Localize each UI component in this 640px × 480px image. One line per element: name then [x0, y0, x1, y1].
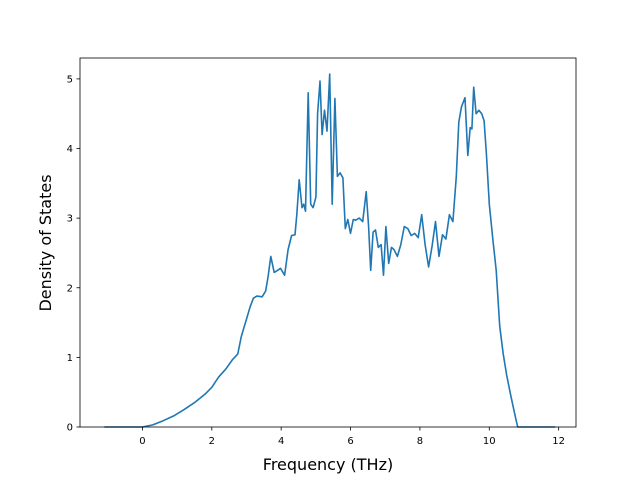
y-tick-label: 4 [67, 144, 73, 155]
y-tick-label: 5 [67, 74, 73, 85]
x-tick-label: 6 [347, 436, 353, 447]
x-axis: 0 2 4 6 8 10 12 [139, 427, 565, 447]
y-tick-label: 1 [67, 353, 73, 364]
y-tick-label: 0 [67, 423, 73, 434]
axes-frame [79, 57, 577, 428]
x-tick-label: 0 [139, 436, 145, 447]
x-tick-label: 10 [483, 436, 496, 447]
x-tick-label: 2 [209, 436, 215, 447]
y-tick-label: 3 [67, 214, 73, 225]
plot-area [79, 57, 577, 428]
x-axis-label: Frequency (THz) [263, 455, 393, 474]
dos-line-series-0 [104, 73, 556, 428]
x-tick-label: 8 [417, 436, 423, 447]
y-axis: 0 1 2 3 4 5 [67, 74, 80, 434]
x-tick-label: 4 [278, 436, 284, 447]
x-tick-label: 12 [552, 436, 565, 447]
y-axis-label: Density of States [36, 174, 55, 311]
y-tick-label: 2 [67, 283, 73, 294]
